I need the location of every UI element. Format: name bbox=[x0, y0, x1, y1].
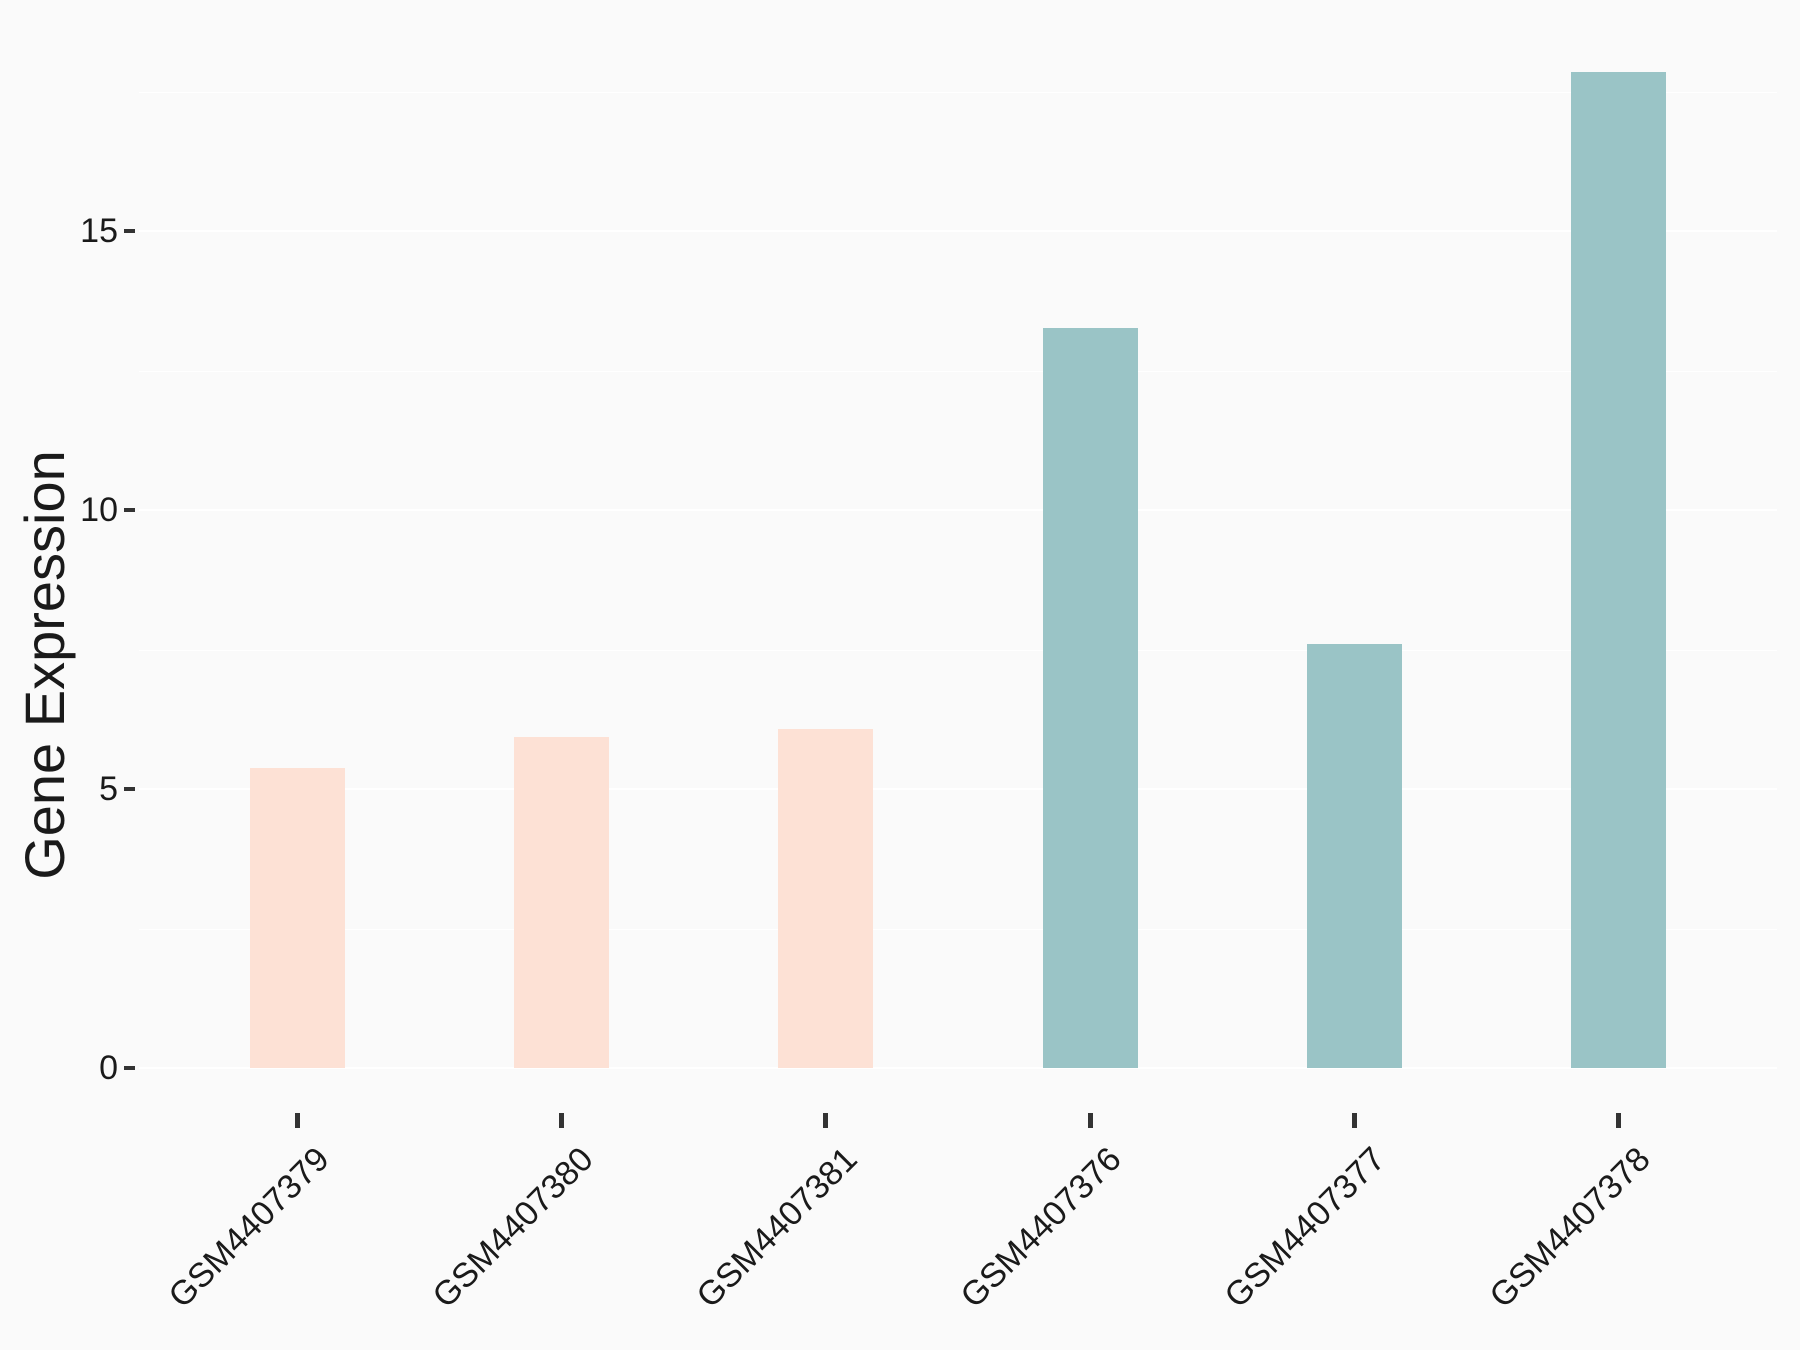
bar-gsm4407377 bbox=[1306, 643, 1402, 1068]
gridline-minor bbox=[139, 370, 1777, 372]
x-tick-label-text: GSM4407378 bbox=[1482, 1140, 1658, 1316]
bar-gsm4407376 bbox=[1042, 328, 1138, 1068]
y-tick-label: 10 bbox=[80, 491, 118, 529]
y-axis-tick-mark bbox=[124, 229, 135, 233]
gridline-major bbox=[139, 230, 1777, 232]
y-axis-title: Gene Expression bbox=[13, 450, 76, 880]
x-axis-tick-mark bbox=[823, 1113, 829, 1128]
x-axis-tick-mark bbox=[1087, 1113, 1093, 1128]
gridline-major bbox=[139, 788, 1777, 790]
x-tick-label: GSM4407378 bbox=[0, 1140, 1657, 1315]
x-axis-tick-mark bbox=[1616, 1113, 1621, 1128]
y-axis-tick-mark bbox=[124, 508, 135, 512]
y-tick-label: 5 bbox=[99, 770, 118, 808]
gridline-minor bbox=[139, 928, 1777, 930]
y-tick-label: 0 bbox=[99, 1049, 118, 1087]
y-tick-label: 15 bbox=[80, 212, 118, 250]
gridline-minor bbox=[139, 649, 1777, 651]
gridline-major bbox=[139, 509, 1777, 511]
bar-gsm4407378 bbox=[1571, 71, 1666, 1068]
x-axis-tick-mark bbox=[1351, 1113, 1357, 1128]
x-axis-tick-mark bbox=[559, 1113, 565, 1128]
bar-gsm4407380 bbox=[514, 737, 610, 1068]
y-axis-tick-mark bbox=[124, 1066, 135, 1070]
gridline-major bbox=[139, 1067, 1777, 1069]
gridline-minor bbox=[139, 91, 1777, 93]
x-axis-tick-mark bbox=[295, 1113, 300, 1128]
bar-gsm4407381 bbox=[778, 728, 874, 1068]
y-axis-tick-mark bbox=[124, 787, 135, 791]
bar-gsm4407379 bbox=[250, 767, 345, 1068]
